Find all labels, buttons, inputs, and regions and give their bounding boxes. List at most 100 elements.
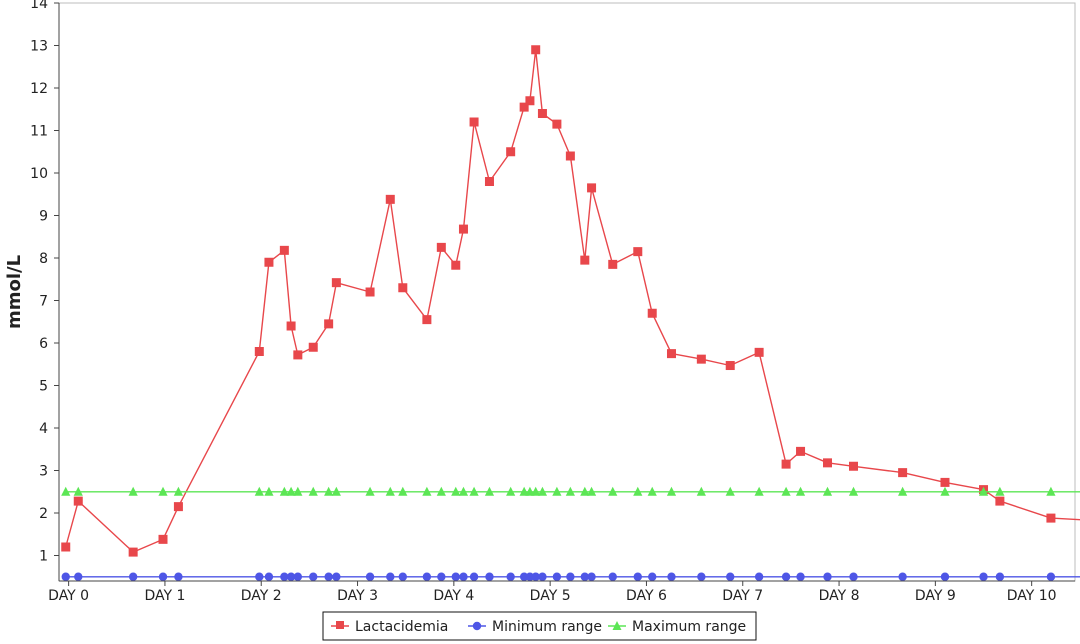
data-point-lactacidemia	[254, 347, 264, 356]
data-point-lactacidemia	[608, 259, 618, 269]
data-point-lactacidemia	[796, 446, 806, 456]
data-point-maximum-range	[506, 486, 516, 496]
data-point-minimum-range	[531, 572, 540, 581]
data-point-lactacidemia	[506, 147, 516, 157]
data-point-minimum-range	[459, 572, 468, 581]
data-point-maximum-range	[537, 486, 548, 496]
data-point-lactacidemia	[898, 468, 908, 478]
y-tick-label: 2	[39, 506, 48, 522]
data-point-minimum-range	[506, 572, 515, 581]
data-point-minimum-range	[280, 572, 289, 581]
data-point-minimum-range	[587, 572, 596, 581]
data-point-lactacidemia	[324, 319, 334, 329]
data-point-lactacidemia	[754, 347, 764, 357]
y-tick-label: 5	[39, 379, 48, 395]
series-minimum-range	[61, 572, 1080, 581]
data-point-lactacidemia	[940, 477, 950, 487]
data-point-minimum-range	[286, 572, 296, 581]
data-point-minimum-range	[580, 572, 590, 581]
data-point-lactacidemia	[666, 349, 676, 359]
data-point-maximum-range	[484, 486, 495, 496]
x-tick-label: DAY 6	[626, 588, 667, 604]
y-tick-label: 1	[39, 549, 48, 565]
legend: Lactacidemia Minimum range Maximum range	[322, 611, 757, 641]
data-point-maximum-range	[293, 486, 303, 496]
data-point-lactacidemia	[173, 502, 183, 512]
data-point-maximum-range	[848, 486, 859, 496]
data-point-minimum-range	[174, 572, 183, 581]
data-point-minimum-range	[255, 572, 264, 581]
data-point-minimum-range	[633, 572, 642, 581]
x-tick-label: DAY 5	[530, 588, 571, 604]
data-point-maximum-range	[254, 486, 264, 496]
x-tick-label: DAY 1	[144, 588, 185, 604]
data-point-lactacidemia	[647, 308, 657, 318]
data-point-lactacidemia	[525, 96, 535, 106]
data-point-minimum-range	[485, 572, 494, 581]
data-point-minimum-range	[552, 572, 562, 581]
x-tick-label: DAY 10	[1007, 588, 1057, 604]
data-point-maximum-range	[286, 486, 296, 496]
data-point-maximum-range	[565, 486, 575, 496]
data-point-maximum-range	[264, 486, 274, 496]
data-point-minimum-range	[519, 572, 529, 581]
y-tick-label: 14	[30, 0, 48, 12]
data-point-lactacidemia	[458, 224, 468, 234]
data-point-maximum-range	[633, 486, 643, 496]
data-point-lactacidemia	[633, 247, 643, 257]
data-point-minimum-range	[437, 572, 446, 581]
data-point-lactacidemia	[781, 459, 791, 469]
data-point-maximum-range	[580, 486, 590, 496]
data-point-lactacidemia	[995, 496, 1005, 506]
data-point-lactacidemia	[385, 194, 395, 204]
data-point-minimum-range	[781, 572, 791, 581]
data-point-minimum-range	[697, 572, 706, 581]
data-point-maximum-range	[781, 486, 791, 496]
legend-label-maximum-range: Maximum range	[632, 619, 746, 635]
data-point-maximum-range	[608, 486, 618, 496]
data-point-minimum-range	[979, 572, 988, 581]
data-point-lactacidemia	[580, 255, 590, 265]
data-point-maximum-range	[398, 486, 408, 496]
data-point-lactacidemia	[552, 119, 562, 129]
data-point-maximum-range	[279, 486, 289, 496]
x-tick-label: DAY 3	[337, 588, 378, 604]
data-point-minimum-range	[264, 572, 274, 581]
data-point-maximum-range	[978, 486, 989, 496]
legend-item-minimum-range: Minimum range	[468, 619, 602, 635]
data-point-lactacidemia	[696, 354, 706, 364]
data-point-lactacidemia	[484, 177, 494, 186]
data-point-lactacidemia	[823, 458, 833, 468]
data-point-lactacidemia	[565, 151, 575, 161]
data-point-minimum-range	[1046, 572, 1056, 581]
data-point-maximum-range	[128, 486, 138, 496]
data-point-minimum-range	[365, 572, 375, 581]
data-point-minimum-range	[128, 572, 138, 581]
x-tick-label: DAY 2	[241, 588, 282, 604]
legend-marker-lactacidemia	[336, 621, 344, 629]
data-point-lactacidemia	[73, 496, 83, 506]
data-point-minimum-range	[469, 572, 479, 581]
data-point-lactacidemia	[436, 242, 446, 252]
data-point-lactacidemia	[1046, 513, 1056, 523]
data-point-maximum-range	[647, 486, 657, 496]
legend-marker-minimum-range	[472, 621, 482, 631]
data-point-lactacidemia	[725, 361, 735, 371]
data-point-lactacidemia	[365, 287, 375, 297]
data-point-lactacidemia	[519, 102, 529, 112]
data-point-lactacidemia	[422, 315, 432, 325]
data-point-lactacidemia	[469, 117, 479, 127]
data-point-lactacidemia	[61, 542, 71, 552]
data-point-minimum-range	[324, 572, 333, 581]
data-point-minimum-range	[648, 572, 657, 581]
x-tick-label: DAY 4	[433, 588, 474, 604]
data-point-maximum-range	[385, 486, 395, 496]
data-point-lactacidemia	[308, 342, 318, 352]
data-point-maximum-range	[525, 486, 535, 496]
data-point-minimum-range	[667, 572, 676, 581]
data-point-maximum-range	[940, 486, 950, 496]
data-point-minimum-range	[995, 572, 1005, 581]
legend-item-maximum-range: Maximum range	[608, 619, 746, 635]
data-point-lactacidemia	[398, 283, 408, 293]
